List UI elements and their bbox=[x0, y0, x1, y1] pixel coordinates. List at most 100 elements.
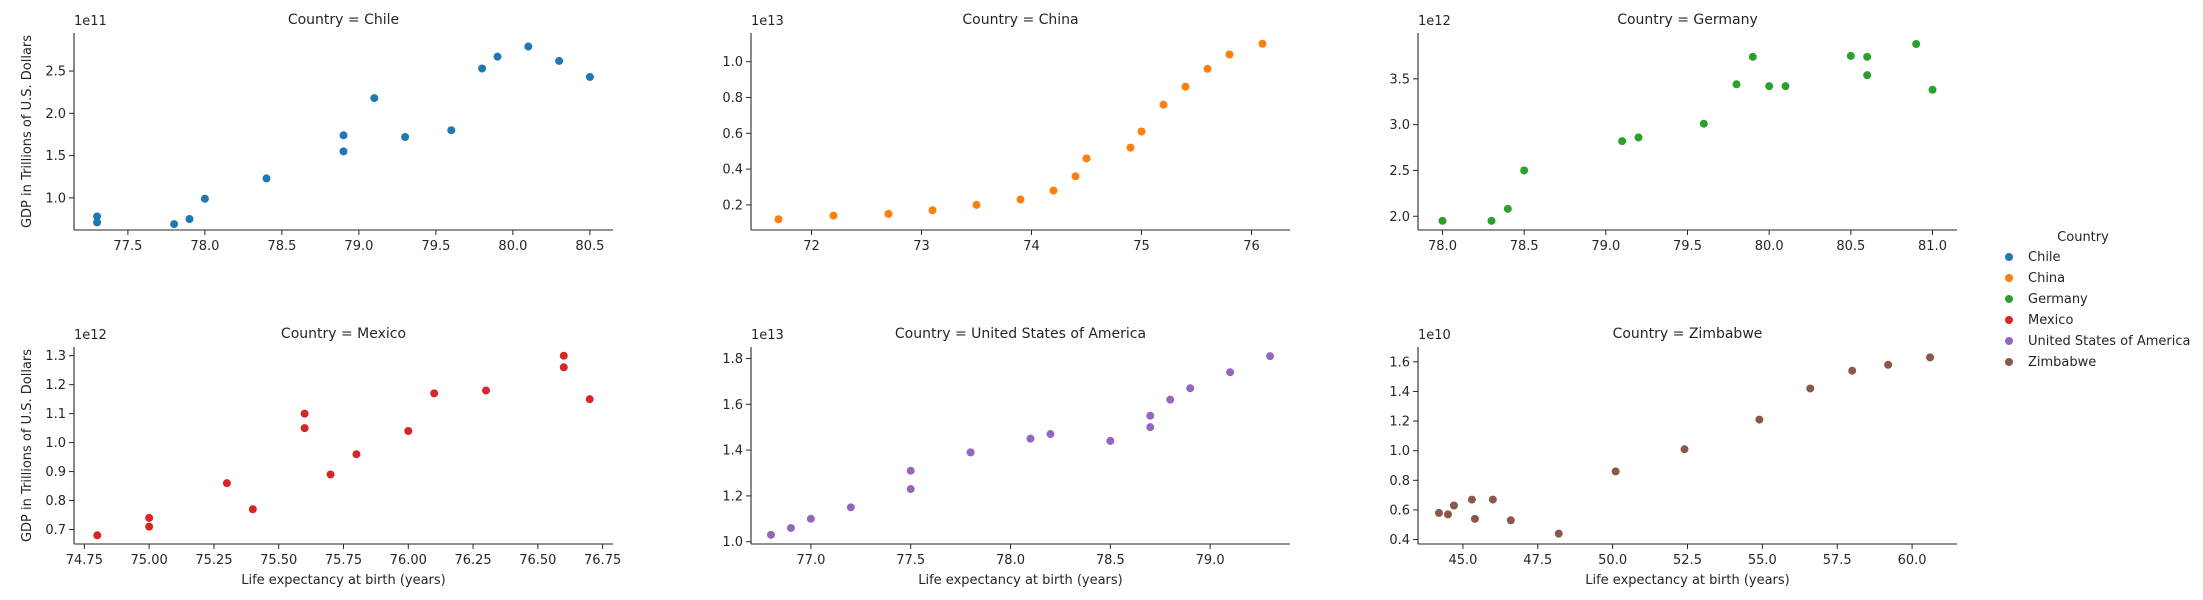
x-tick-label: 79.5 bbox=[1673, 239, 1702, 254]
x-tick-label: 78.5 bbox=[1510, 239, 1539, 254]
data-point bbox=[93, 212, 102, 221]
y-tick-label: 1.8 bbox=[722, 352, 743, 367]
legend-marker bbox=[2005, 274, 2013, 282]
x-tick-label: 77.5 bbox=[896, 553, 925, 568]
data-point bbox=[1912, 39, 1921, 48]
x-tick-label: 78.5 bbox=[1096, 553, 1125, 568]
data-point bbox=[93, 531, 102, 540]
x-tick-label: 75.75 bbox=[325, 553, 362, 568]
data-point bbox=[906, 466, 915, 475]
legend-marker bbox=[2005, 358, 2013, 366]
data-point bbox=[248, 505, 257, 514]
x-tick-label: 80.0 bbox=[498, 239, 527, 254]
data-point bbox=[352, 450, 361, 459]
x-tick-label: 74 bbox=[1023, 239, 1040, 254]
y-tick-label: 1.6 bbox=[722, 398, 743, 413]
data-point bbox=[1618, 137, 1627, 146]
panel-title: Country = Chile bbox=[288, 12, 399, 28]
x-tick-label: 60.0 bbox=[1898, 553, 1927, 568]
x-tick-label: 72 bbox=[803, 239, 820, 254]
data-point bbox=[585, 395, 594, 404]
y-tick-label: 0.6 bbox=[1389, 503, 1410, 518]
y-tick-label: 1.0 bbox=[722, 55, 743, 70]
data-point bbox=[1225, 50, 1234, 59]
x-tick-label: 77.0 bbox=[796, 553, 825, 568]
y-tick-label: 1.5 bbox=[45, 149, 66, 164]
legend-marker bbox=[2005, 316, 2013, 324]
x-tick-label: 75.50 bbox=[260, 553, 297, 568]
data-point bbox=[1699, 119, 1708, 128]
data-point bbox=[1026, 434, 1035, 443]
data-point bbox=[1106, 436, 1115, 445]
data-point bbox=[1926, 353, 1935, 362]
y-tick-label: 1.0 bbox=[45, 191, 66, 206]
y-tick-label: 1.2 bbox=[1389, 415, 1410, 430]
data-point bbox=[806, 514, 815, 523]
x-tick-label: 77.5 bbox=[113, 239, 142, 254]
data-point bbox=[1928, 85, 1937, 94]
data-point bbox=[401, 132, 410, 141]
y-tick-label: 3.5 bbox=[1389, 72, 1410, 87]
data-point bbox=[1049, 186, 1058, 195]
data-point bbox=[1846, 51, 1855, 60]
x-tick-label: 74.75 bbox=[66, 553, 103, 568]
legend-label: China bbox=[2028, 271, 2065, 286]
y-tick-label: 1.1 bbox=[45, 407, 66, 422]
y-tick-label: 1.4 bbox=[1389, 385, 1410, 400]
x-tick-label: 78.0 bbox=[1428, 239, 1457, 254]
x-axis-label: Life expectancy at birth (years) bbox=[1585, 573, 1790, 588]
data-point bbox=[1755, 415, 1764, 424]
y-tick-label: 2.5 bbox=[45, 65, 66, 80]
x-tick-label: 55.0 bbox=[1748, 553, 1777, 568]
x-tick-label: 75 bbox=[1133, 239, 1150, 254]
data-point bbox=[1266, 352, 1275, 361]
data-point bbox=[1166, 395, 1175, 404]
data-point bbox=[1186, 384, 1195, 393]
y-tick-label: 0.4 bbox=[1389, 533, 1410, 548]
x-tick-label: 81.0 bbox=[1918, 239, 1947, 254]
data-point bbox=[1438, 216, 1447, 225]
x-tick-label: 80.0 bbox=[1755, 239, 1784, 254]
x-tick-label: 80.5 bbox=[575, 239, 604, 254]
legend-marker bbox=[2005, 337, 2013, 345]
data-point bbox=[1146, 411, 1155, 420]
y-tick-label: 0.4 bbox=[722, 163, 743, 178]
data-point bbox=[786, 523, 795, 532]
panel-1: Country = China 1e13 72 73 74 75 76 0.2 0.4 0.6 0.… bbox=[722, 12, 1290, 254]
data-point bbox=[972, 200, 981, 209]
x-tick-label: 52.5 bbox=[1673, 553, 1702, 568]
data-point bbox=[93, 218, 102, 227]
panel-0: Country = Chile 1e11 77.5 78.0 78.5 79.0 79.5 8… bbox=[20, 12, 613, 254]
legend-label: United States of America bbox=[2028, 334, 2190, 349]
y-tick-label: 0.8 bbox=[722, 91, 743, 106]
data-point bbox=[430, 389, 439, 398]
data-point bbox=[1748, 52, 1757, 61]
data-point bbox=[300, 424, 309, 433]
x-tick-label: 79.5 bbox=[421, 239, 450, 254]
data-point bbox=[1680, 445, 1689, 454]
legend-marker bbox=[2005, 295, 2013, 303]
legend-label: Mexico bbox=[2028, 313, 2073, 328]
x-tick-label: 75.25 bbox=[195, 553, 232, 568]
data-point bbox=[766, 530, 775, 539]
data-point bbox=[1506, 516, 1515, 525]
data-point bbox=[145, 513, 154, 522]
data-point bbox=[262, 174, 271, 183]
panel-5: Country = Zimbabwe 1e10 45.0 47.5 50.0 52.5 55… bbox=[1389, 326, 1957, 588]
y-exponent-label: 1e13 bbox=[751, 14, 784, 29]
x-tick-label: 76 bbox=[1243, 239, 1260, 254]
data-point bbox=[185, 215, 194, 224]
legend-title: Country bbox=[2057, 230, 2109, 245]
y-tick-label: 1.0 bbox=[1389, 444, 1410, 459]
x-tick-label: 45.0 bbox=[1448, 553, 1477, 568]
y-axis-label: GDP in Trillions of U.S. Dollars bbox=[20, 349, 35, 542]
data-point bbox=[1634, 133, 1643, 142]
legend-label: Zimbabwe bbox=[2028, 355, 2096, 370]
data-point bbox=[928, 206, 937, 215]
data-point bbox=[1863, 52, 1872, 61]
x-tick-label: 79.0 bbox=[1591, 239, 1620, 254]
data-point bbox=[326, 470, 335, 479]
y-tick-label: 1.3 bbox=[45, 349, 66, 364]
y-tick-label: 2.0 bbox=[1389, 210, 1410, 225]
